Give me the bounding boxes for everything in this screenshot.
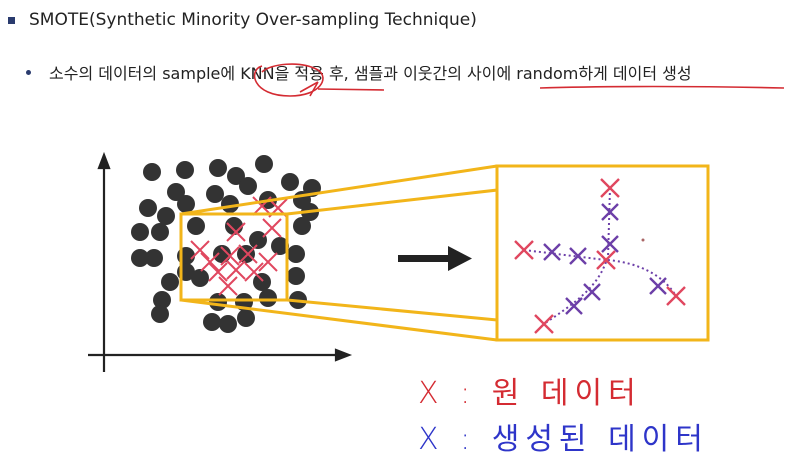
majority-point xyxy=(143,163,161,181)
axes xyxy=(88,151,353,372)
neighbor-links xyxy=(523,187,677,325)
zoom-generated-points xyxy=(543,203,667,315)
x-mark xyxy=(666,286,686,306)
majority-points xyxy=(131,155,321,333)
x-mark xyxy=(543,243,561,261)
majority-point xyxy=(239,177,257,195)
underline-1 xyxy=(317,88,385,91)
majority-point xyxy=(131,249,149,267)
majority-point xyxy=(151,223,169,241)
x-mark xyxy=(514,240,534,260)
x-mark xyxy=(220,246,240,266)
knn-arrow xyxy=(299,81,319,97)
x-mark xyxy=(226,260,246,280)
x-mark xyxy=(600,178,620,198)
majority-point xyxy=(177,195,195,213)
majority-point xyxy=(293,217,311,235)
majority-point xyxy=(206,185,224,203)
majority-point xyxy=(255,155,273,173)
x-mark xyxy=(262,218,282,238)
majority-point xyxy=(249,231,267,249)
majority-point xyxy=(259,289,277,307)
majority-point xyxy=(227,167,245,185)
x-mark xyxy=(208,262,228,282)
x-mark xyxy=(534,314,554,334)
majority-point xyxy=(176,161,194,179)
dot-bullet-icon xyxy=(26,69,31,75)
majority-point xyxy=(131,223,149,241)
majority-point xyxy=(203,313,221,331)
right-arrow-icon xyxy=(398,246,472,271)
x-mark xyxy=(190,240,210,260)
speck xyxy=(641,238,645,242)
legend-original: X : 원 데이터 xyxy=(418,376,642,411)
x-mark xyxy=(649,277,667,295)
x-mark xyxy=(601,203,619,221)
bullet-main: SMOTE(Synthetic Minority Over-sampling T… xyxy=(8,10,477,30)
majority-point xyxy=(209,159,227,177)
majority-point xyxy=(151,305,169,323)
zoom-region xyxy=(179,212,289,302)
zoom-minority-points xyxy=(514,178,686,334)
majority-point xyxy=(157,207,175,225)
majority-point xyxy=(153,291,171,309)
x-mark xyxy=(565,297,583,315)
x-mark xyxy=(226,222,246,242)
majority-point xyxy=(145,249,163,267)
x-mark xyxy=(200,252,220,272)
x-mark xyxy=(244,262,264,282)
x-mark xyxy=(601,235,619,253)
x-mark xyxy=(238,244,258,264)
majority-point xyxy=(139,199,157,217)
majority-point xyxy=(281,173,299,191)
legend-generated: X : 생성된 데이터 xyxy=(418,422,709,457)
x-mark xyxy=(218,276,238,296)
majority-point xyxy=(225,217,243,235)
majority-point xyxy=(271,237,289,255)
bullet-sub-text: 소수의 데이터의 sample에 KNN을 적용 후, 샘플과 이웃간의 사이에… xyxy=(49,64,692,83)
majority-point xyxy=(287,245,305,263)
bullet-main-text: SMOTE(Synthetic Minority Over-sampling T… xyxy=(29,10,477,30)
minority-points xyxy=(190,196,288,296)
majority-point xyxy=(221,195,239,213)
square-bullet-icon xyxy=(8,16,15,24)
majority-point xyxy=(253,273,271,291)
underline-2 xyxy=(539,85,785,89)
majority-point xyxy=(287,267,305,285)
x-mark xyxy=(569,247,587,265)
knn-circle xyxy=(253,63,324,97)
majority-point xyxy=(219,315,237,333)
majority-point xyxy=(191,269,209,287)
x-mark xyxy=(258,252,278,272)
x-mark xyxy=(583,283,601,301)
handwritten-underlines xyxy=(253,63,785,97)
x-mark xyxy=(596,250,616,270)
majority-point xyxy=(237,309,255,327)
majority-point xyxy=(237,245,255,263)
majority-point xyxy=(209,293,227,311)
majority-point xyxy=(161,273,179,291)
bullet-sub: 소수의 데이터의 sample에 KNN을 적용 후, 샘플과 이웃간의 사이에… xyxy=(26,60,692,84)
majority-point xyxy=(167,183,185,201)
majority-point xyxy=(187,217,205,235)
